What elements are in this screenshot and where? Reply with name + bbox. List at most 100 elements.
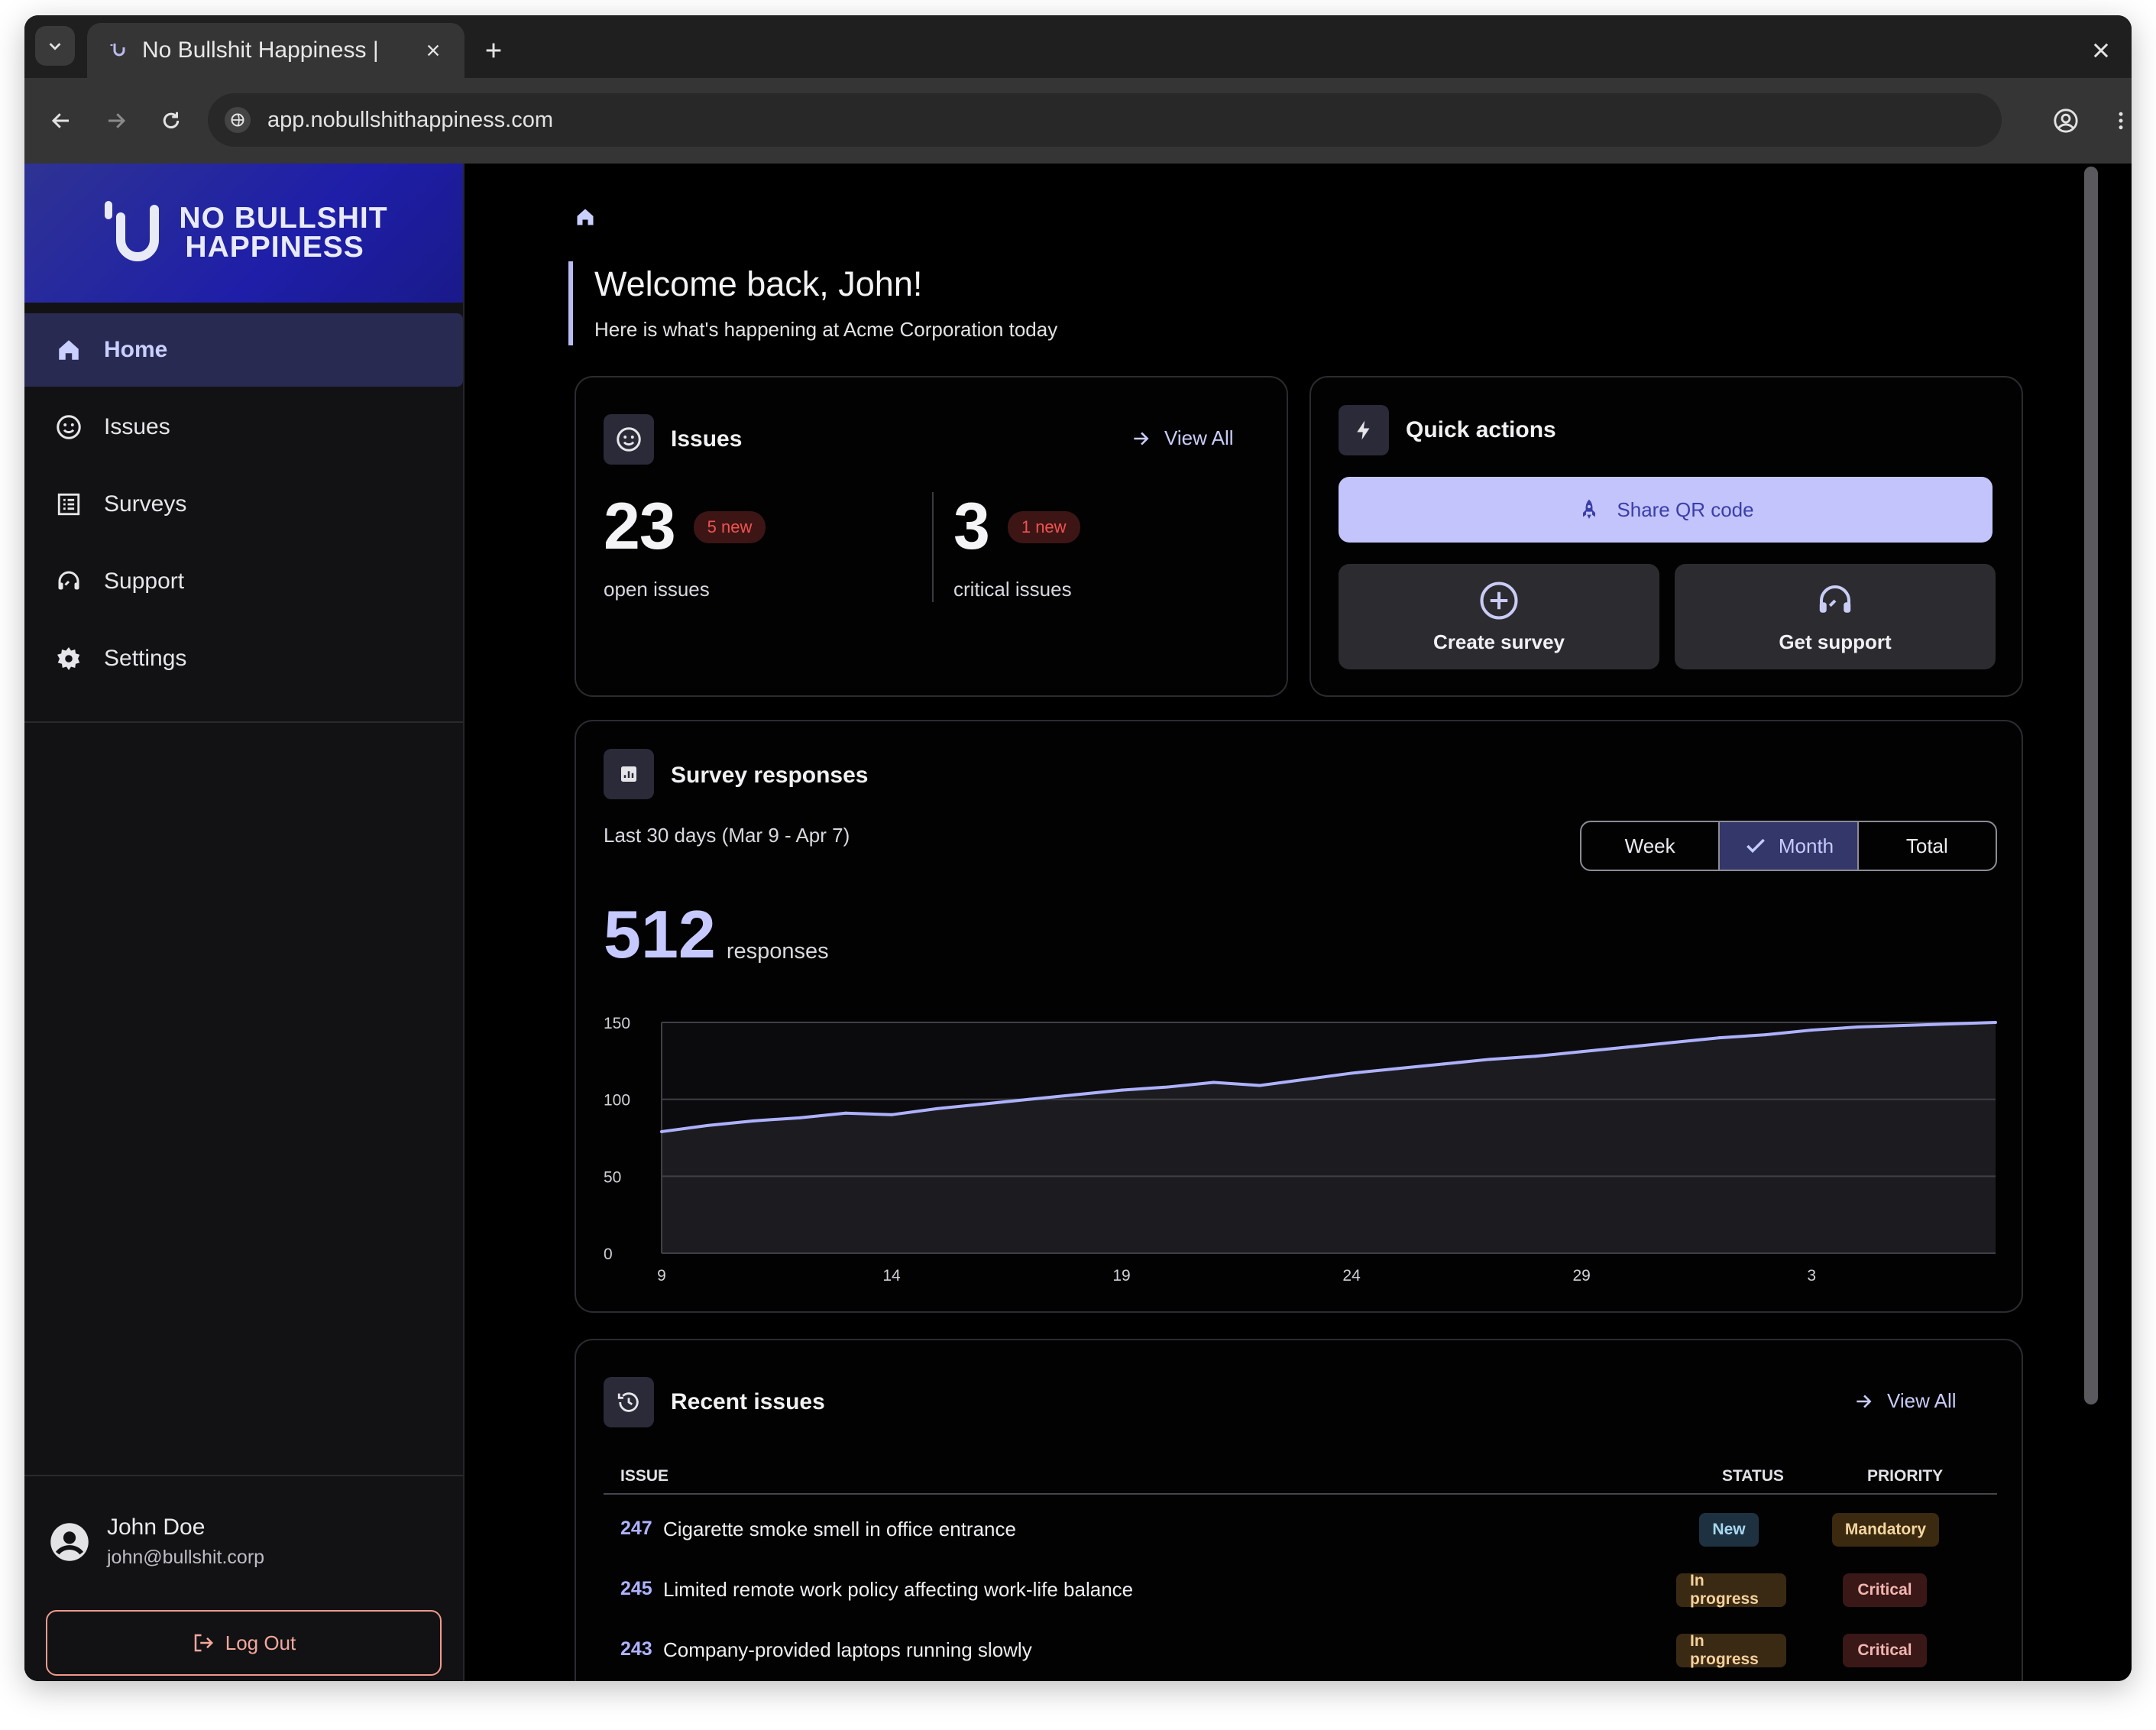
data-point [1994, 1021, 1997, 1024]
segment-month[interactable]: Month [1720, 822, 1859, 870]
survey-responses-card: Survey responses Last 30 days (Mar 9 - A… [575, 720, 2023, 1313]
page-title: Welcome back, John! [594, 264, 923, 303]
data-point [1947, 1022, 1951, 1026]
address-bar[interactable]: app.nobullshithappiness.com [208, 93, 2002, 147]
create-survey-button[interactable]: Create survey [1339, 564, 1659, 669]
gear-icon [53, 643, 84, 674]
segment-total[interactable]: Total [1859, 822, 1996, 870]
critical-issues-label: critical issues [953, 578, 1072, 601]
issue-title: Cigarette smoke smell in office entrance [663, 1518, 1016, 1540]
plus-icon [486, 43, 501, 58]
data-point [1626, 1045, 1630, 1049]
segment-label: Total [1905, 834, 1948, 857]
smiley-icon [53, 412, 84, 442]
survey-period: Last 30 days (Mar 9 - Apr 7) [604, 824, 850, 847]
x-tick-label: 3 [1807, 1267, 1816, 1285]
divider [24, 1475, 463, 1476]
open-issues-count: 23 [604, 490, 676, 563]
issue-title: Limited remote work policy affecting wor… [663, 1578, 1134, 1601]
data-point [1396, 1067, 1400, 1071]
segment-week[interactable]: Week [1581, 822, 1721, 870]
brand-line-1: NO BULLSHIT [179, 202, 388, 235]
scrollbar[interactable] [2084, 167, 2098, 1404]
data-point [1120, 1088, 1124, 1092]
series-line [661, 1021, 1996, 1133]
forward-button[interactable] [93, 98, 139, 144]
close-icon [2093, 43, 2109, 58]
sidebar-item-settings[interactable]: Settings [24, 622, 463, 695]
avatar-icon [50, 1522, 89, 1561]
window-close-button[interactable] [2081, 31, 2121, 70]
back-button[interactable] [38, 98, 84, 144]
browser-tab[interactable]: No Bullshit Happiness | [87, 23, 465, 78]
sidebar-item-support[interactable]: Support [24, 545, 463, 618]
arrow-left-icon [51, 113, 69, 128]
new-tab-button[interactable] [474, 31, 513, 70]
data-point [1166, 1085, 1170, 1089]
issues-card: Issues View All 23 5 new open issues 3 1… [575, 376, 1288, 697]
table-header: ISSUE STATUS PRIORITY [604, 1467, 1997, 1495]
data-point [1902, 1024, 1905, 1028]
browser-menu-button[interactable] [2098, 98, 2132, 144]
responses-label: responses [726, 939, 829, 964]
issue-id: 247 [620, 1518, 652, 1539]
sidebar: NO BULLSHIT HAPPINESS Home Issues [24, 164, 465, 1681]
table-row[interactable]: 245 Limited remote work policy affecting… [604, 1561, 1997, 1621]
data-point [936, 1106, 940, 1110]
sidebar-item-issues[interactable]: Issues [24, 390, 463, 464]
bolt-icon [1339, 405, 1389, 455]
list-icon [53, 489, 84, 520]
issue-id: 245 [620, 1578, 652, 1599]
brand-wordmark: NO BULLSHIT HAPPINESS [179, 202, 388, 262]
critical-issues-stat[interactable]: 3 1 new [953, 489, 1080, 565]
table-row[interactable]: 243 Company-provided laptops running slo… [604, 1621, 1997, 1681]
open-issues-stat[interactable]: 23 5 new [604, 489, 766, 565]
issue-id: 243 [620, 1638, 652, 1660]
new-badge: 5 new [693, 510, 766, 543]
quick-actions-card: Quick actions Share QR code Create surve… [1309, 376, 2023, 697]
sidebar-item-label: Issues [104, 414, 170, 439]
tab-bar: No Bullshit Happiness | [24, 15, 2132, 78]
data-point [660, 1129, 663, 1133]
smiley-icon [604, 414, 654, 465]
sidebar-item-surveys[interactable]: Surveys [24, 468, 463, 541]
data-point [1533, 1055, 1537, 1058]
x-tick-label: 14 [882, 1267, 901, 1285]
data-point [752, 1119, 756, 1123]
welcome-header: Welcome back, John! Here is what's happe… [568, 261, 1057, 345]
breadcrumb-home-icon[interactable] [575, 206, 596, 228]
status-badge: In progress [1676, 1572, 1786, 1608]
table-row[interactable]: 247 Cigarette smoke smell in office entr… [604, 1501, 1997, 1560]
x-tick-label: 29 [1572, 1267, 1590, 1285]
get-support-button[interactable]: Get support [1675, 564, 1996, 669]
tab-search-button[interactable] [35, 26, 75, 66]
card-title: Quick actions [1406, 417, 1556, 442]
more-vert-icon [2119, 112, 2123, 130]
data-point [1350, 1071, 1354, 1075]
page-subtitle: Here is what's happening at Acme Corpora… [594, 318, 1058, 341]
recent-issues-card: Recent issues View All ISSUE STATUS PRIO… [575, 1339, 2023, 1681]
tab-close-icon[interactable] [420, 37, 446, 63]
issue-title: Company-provided laptops running slowly [663, 1638, 1032, 1661]
divider [24, 721, 463, 723]
site-info-icon[interactable] [225, 107, 251, 133]
reload-button[interactable] [148, 98, 194, 144]
recent-issues-view-all-link[interactable]: View All [1853, 1389, 1957, 1413]
main-content: Welcome back, John! Here is what's happe… [466, 164, 2101, 1681]
sidebar-item-home[interactable]: Home [24, 313, 463, 387]
get-support-label: Get support [1779, 630, 1892, 653]
logout-button[interactable]: Log Out [46, 1610, 442, 1676]
issues-view-all-link[interactable]: View All [1131, 426, 1234, 450]
profile-button[interactable] [2043, 98, 2089, 144]
data-point [1303, 1077, 1307, 1081]
logout-icon [194, 1634, 213, 1652]
sidebar-nav: Home Issues Surveys [24, 303, 463, 695]
favicon-icon [105, 40, 127, 61]
open-issues-label: open issues [604, 578, 710, 601]
brand-logo[interactable]: NO BULLSHIT HAPPINESS [24, 164, 463, 303]
share-qr-button[interactable]: Share QR code [1339, 477, 1993, 543]
data-point [1442, 1062, 1445, 1066]
url-text: app.nobullshithappiness.com [267, 107, 554, 132]
card-title: Issues [671, 426, 743, 452]
user-profile[interactable]: John Doe john@bullshit.corp [49, 1515, 264, 1569]
